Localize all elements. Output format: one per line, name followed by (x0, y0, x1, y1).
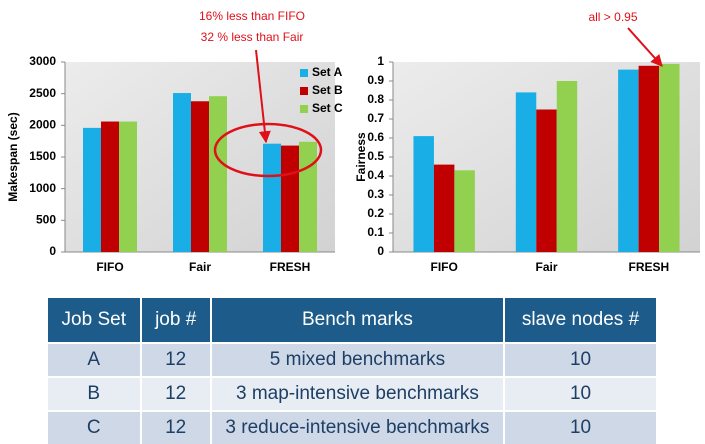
bar (433, 164, 455, 252)
legend-swatch (300, 87, 308, 95)
table-cell: 12 (140, 410, 212, 444)
table-row: A 12 5 mixed benchmarks 10 (48, 342, 658, 377)
y-tick-label: 2000 (29, 118, 56, 132)
y-tick-label: 3000 (29, 54, 56, 68)
table-cell: 10 (504, 376, 658, 411)
x-tick-label: Fair (189, 260, 211, 274)
x-tick-label: FRESH (270, 260, 311, 274)
header-cell: job # (140, 298, 212, 343)
y-tick-label: 1000 (29, 181, 56, 195)
job-table: Job Set job # Bench marks slave nodes # A 12… (48, 298, 658, 444)
y-axis-label: Makespan (sec) (6, 112, 20, 201)
y-tick-label: 500 (36, 213, 56, 227)
x-tick-label: FIFO (431, 260, 458, 274)
table-row: B 12 3 map-intensive benchmarks 10 (48, 376, 658, 411)
y-tick-label: 2500 (29, 86, 56, 100)
bar (191, 101, 209, 253)
bar (83, 127, 101, 252)
bar (209, 96, 227, 252)
table-cell: 3 map-intensive benchmarks (210, 376, 506, 411)
y-tick-label: 1 (377, 54, 384, 68)
table-cell: 5 mixed benchmarks (210, 342, 506, 377)
bar (618, 69, 639, 252)
legend-label: Set B (312, 83, 343, 97)
header-cell: Job Set (48, 298, 142, 343)
charts: 0 500 1000 1500 2000 2500 3000 Makespan (sec) FI… (6, 9, 700, 274)
annotation: 16% less than FIFO (199, 9, 305, 23)
table-cell: 10 (504, 410, 658, 444)
header-cell: Bench marks (210, 298, 506, 343)
y-tick-label: 0 (49, 244, 56, 258)
bar (101, 121, 119, 253)
x-tick-label: Fair (535, 260, 557, 274)
y-tick-label: 0.1 (367, 225, 384, 239)
header-cell: slave nodes # (504, 298, 658, 343)
y-tick-label: 0.7 (367, 111, 384, 125)
bar (173, 93, 191, 253)
x-tick-label: FIFO (96, 260, 123, 274)
y-tick-label: 0.6 (367, 130, 384, 144)
table-cell: B (48, 376, 142, 411)
y-tick-label: 0.3 (367, 187, 384, 201)
highlight-ellipse (213, 122, 323, 178)
legend-label: Set A (312, 65, 343, 79)
table-cell: C (48, 410, 142, 444)
legend-label: Set C (312, 101, 343, 115)
y-tick-label: 0.4 (367, 168, 384, 182)
annotation: 32 % less than Fair (201, 30, 304, 44)
y-tick-label: 0 (377, 244, 384, 258)
table-cell: 10 (504, 342, 658, 377)
legend-swatch (300, 69, 308, 77)
table-cell: 3 reduce-intensive benchmarks (210, 410, 506, 444)
bar (638, 65, 660, 252)
table-cell: A (48, 342, 142, 377)
bar (119, 121, 137, 253)
callout-arrow (627, 27, 663, 67)
table-cell: 12 (140, 376, 212, 411)
y-tick-label: 0.2 (367, 206, 384, 220)
bar (515, 92, 537, 253)
bar (454, 170, 475, 252)
annotation: all > 0.95 (588, 10, 637, 24)
table-cell: 12 (140, 342, 212, 377)
bar (281, 145, 299, 252)
callout-arrow (255, 49, 271, 144)
x-tick-label: FRESH (628, 260, 669, 274)
bar (413, 136, 434, 252)
bar (556, 81, 578, 252)
header-row: Job Set job # Bench marks slave nodes # (48, 298, 658, 343)
bar (299, 141, 317, 252)
legend-swatch (300, 105, 308, 113)
table-row: C 12 3 reduce-intensive benchmarks 10 (48, 410, 658, 444)
y-tick-label: 0.5 (367, 149, 384, 163)
y-tick-label: 1500 (29, 149, 56, 163)
y-axis-label: Fairness (354, 132, 368, 182)
bar (659, 63, 680, 253)
bar (536, 109, 557, 252)
y-tick-label: 0.8 (367, 92, 384, 106)
y-tick-label: 0.9 (367, 73, 384, 87)
bar (263, 143, 281, 252)
